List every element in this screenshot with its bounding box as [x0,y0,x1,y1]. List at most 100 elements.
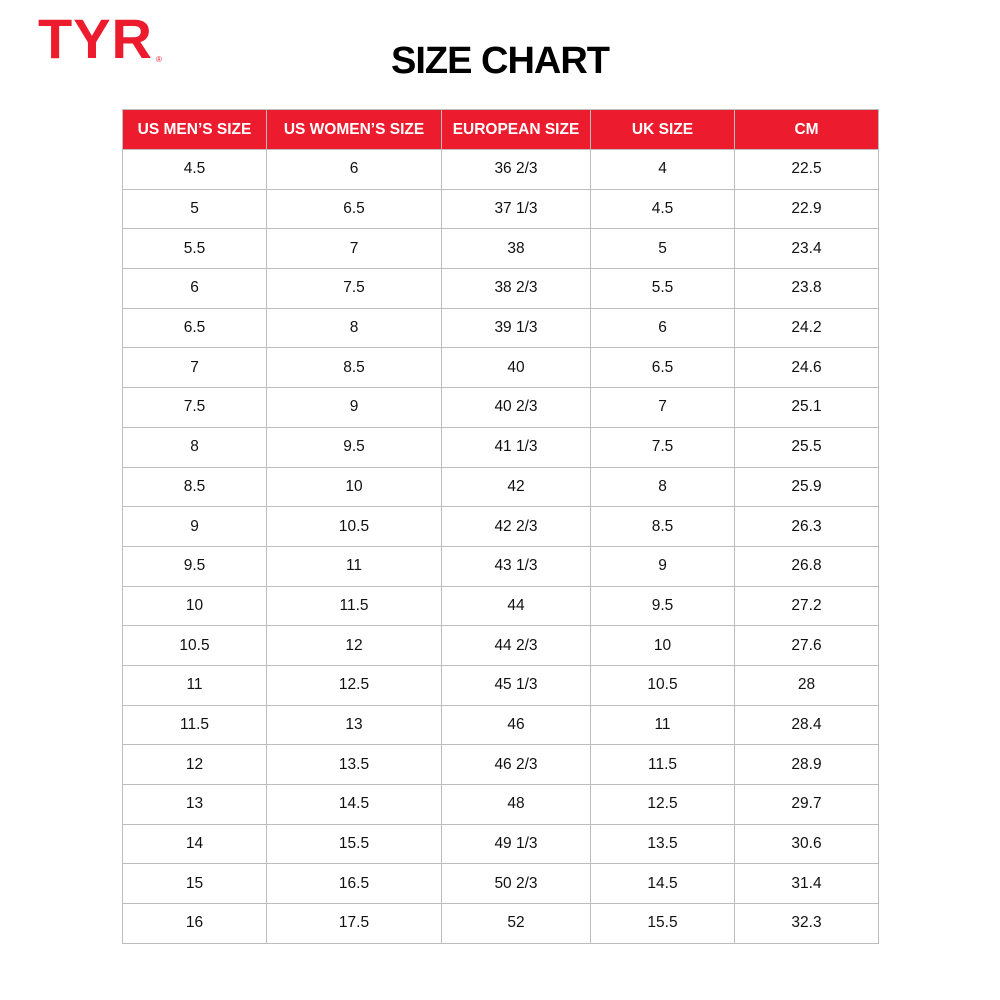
cell-us-mens: 5 [122,188,267,230]
cell-uk: 5.5 [590,268,735,309]
cell-uk: 7.5 [590,426,735,468]
cell-cm: 23.8 [734,268,879,309]
cell-uk: 15.5 [590,903,735,944]
page-title: SIZE CHART [391,40,610,82]
cell-cm: 25.1 [734,387,879,428]
cell-uk: 8.5 [590,506,735,547]
table-row: 9 10.5 42 2/3 8.5 26.3 [122,506,879,547]
table-row: 10 11.5 44 9.5 27.2 [122,585,879,627]
cell-us-womens: 9 [266,387,442,428]
cell-cm: 26.8 [734,545,879,587]
cell-uk: 14.5 [590,863,735,905]
cell-uk: 8 [590,466,735,508]
cell-cm: 31.4 [734,863,879,905]
cell-european: 38 2/3 [441,268,591,309]
cell-us-womens: 9.5 [266,426,442,468]
cell-cm: 30.6 [734,823,879,865]
cell-uk: 11.5 [590,744,735,785]
cell-cm: 28 [734,664,879,706]
table-row: 11.5 13 46 11 28.4 [122,704,879,746]
cell-european: 39 1/3 [441,307,591,349]
table-row: 9.5 11 43 1/3 9 26.8 [122,545,879,587]
cell-us-mens: 10 [122,585,267,627]
cell-uk: 9 [590,545,735,587]
cell-cm: 23.4 [734,228,879,270]
cell-us-womens: 13.5 [266,744,442,785]
cell-us-mens: 8 [122,426,267,468]
header-cm: CM [734,109,879,150]
cell-cm: 25.5 [734,426,879,468]
cell-us-womens: 6 [266,149,442,190]
cell-us-womens: 12.5 [266,664,442,706]
cell-european: 43 1/3 [441,545,591,587]
cell-us-womens: 17.5 [266,903,442,944]
cell-cm: 24.6 [734,347,879,389]
cell-european: 48 [441,784,591,825]
cell-cm: 26.3 [734,506,879,547]
cell-cm: 32.3 [734,903,879,944]
cell-cm: 29.7 [734,784,879,825]
cell-european: 42 2/3 [441,506,591,547]
cell-european: 50 2/3 [441,863,591,905]
cell-us-mens: 14 [122,823,267,865]
cell-us-womens: 11.5 [266,585,442,627]
table-row: 7 8.5 40 6.5 24.6 [122,347,879,389]
cell-us-mens: 8.5 [122,466,267,508]
cell-us-womens: 6.5 [266,188,442,230]
cell-european: 40 [441,347,591,389]
cell-us-mens: 4.5 [122,149,267,190]
cell-european: 42 [441,466,591,508]
cell-us-mens: 6 [122,268,267,309]
cell-uk: 4 [590,149,735,190]
cell-cm: 27.6 [734,625,879,666]
cell-european: 36 2/3 [441,149,591,190]
header-uk: UK SIZE [590,109,735,150]
table-row: 11 12.5 45 1/3 10.5 28 [122,664,879,706]
cell-us-womens: 8.5 [266,347,442,389]
header-us-mens: US MEN’S SIZE [122,109,267,150]
header-row: US MEN’S SIZE US WOMEN’S SIZE EUROPEAN S… [122,109,879,150]
cell-us-mens: 7 [122,347,267,389]
cell-us-mens: 9.5 [122,545,267,587]
cell-us-womens: 14.5 [266,784,442,825]
cell-uk: 10.5 [590,664,735,706]
table-row: 12 13.5 46 2/3 11.5 28.9 [122,744,879,785]
cell-us-womens: 13 [266,704,442,746]
table-row: 8 9.5 41 1/3 7.5 25.5 [122,426,879,468]
header-us-womens: US WOMEN’S SIZE [266,109,442,150]
cell-us-womens: 10.5 [266,506,442,547]
table-row: 4.5 6 36 2/3 4 22.5 [122,149,879,190]
table-row: 5 6.5 37 1/3 4.5 22.9 [122,188,879,230]
cell-uk: 7 [590,387,735,428]
cell-us-womens: 16.5 [266,863,442,905]
cell-us-mens: 12 [122,744,267,785]
cell-us-womens: 10 [266,466,442,508]
cell-us-womens: 15.5 [266,823,442,865]
cell-cm: 22.5 [734,149,879,190]
cell-us-mens: 9 [122,506,267,547]
cell-us-womens: 7 [266,228,442,270]
table-row: 6.5 8 39 1/3 6 24.2 [122,307,879,349]
cell-us-mens: 13 [122,784,267,825]
cell-us-womens: 8 [266,307,442,349]
cell-us-mens: 11 [122,664,267,706]
cell-cm: 24.2 [734,307,879,349]
logo-text: TYR [38,7,153,70]
table-row: 7.5 9 40 2/3 7 25.1 [122,387,879,428]
cell-uk: 11 [590,704,735,746]
table-row: 10.5 12 44 2/3 10 27.6 [122,625,879,666]
table-row: 5.5 7 38 5 23.4 [122,228,879,270]
cell-european: 44 [441,585,591,627]
cell-uk: 12.5 [590,784,735,825]
cell-european: 46 [441,704,591,746]
cell-european: 45 1/3 [441,664,591,706]
cell-uk: 4.5 [590,188,735,230]
cell-cm: 28.9 [734,744,879,785]
cell-uk: 9.5 [590,585,735,627]
cell-cm: 22.9 [734,188,879,230]
cell-uk: 6 [590,307,735,349]
cell-european: 49 1/3 [441,823,591,865]
cell-us-mens: 15 [122,863,267,905]
table-body: 4.5 6 36 2/3 4 22.5 5 6.5 37 1/3 4.5 22.9 5.5 7 38 5 2… [122,149,879,944]
cell-us-mens: 6.5 [122,307,267,349]
